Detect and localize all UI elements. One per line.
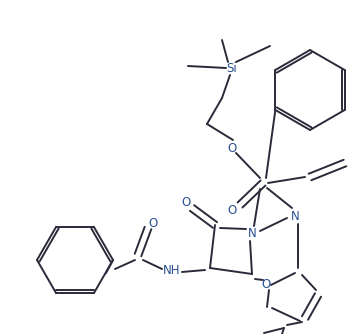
Text: N: N — [248, 226, 256, 239]
Text: O: O — [149, 216, 158, 229]
Text: O: O — [227, 203, 237, 216]
Text: O: O — [261, 279, 271, 292]
Text: N: N — [291, 209, 300, 222]
Text: O: O — [227, 142, 237, 155]
Text: NH: NH — [163, 264, 181, 277]
Text: O: O — [181, 195, 191, 208]
Text: Si: Si — [227, 61, 237, 74]
